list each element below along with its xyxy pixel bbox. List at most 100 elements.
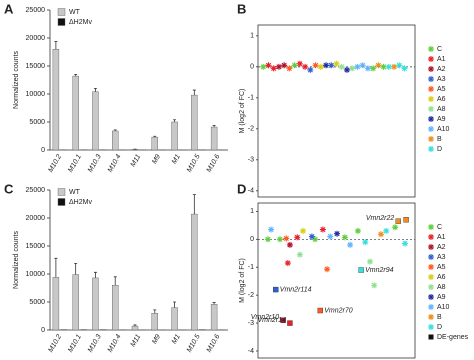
point — [343, 66, 350, 73]
point — [264, 236, 271, 243]
point — [291, 62, 298, 69]
point — [401, 65, 408, 72]
legend-swatch — [57, 8, 66, 16]
bar — [191, 213, 198, 331]
y-tick-label: 1 — [250, 33, 254, 40]
y-tick-label: 0 — [250, 64, 254, 71]
x-tick-label: M1 — [171, 153, 182, 165]
y-tick-label: 25000 — [26, 7, 46, 14]
legend-swatch — [428, 294, 434, 300]
point — [302, 63, 309, 70]
y-tick-label: -3 — [248, 157, 254, 164]
x-tick-label: M1 — [171, 333, 182, 345]
legend-label: C — [437, 46, 442, 53]
x-tick-label: M11 — [130, 333, 143, 348]
point — [281, 62, 288, 69]
y-tick-label: 0 — [41, 147, 45, 154]
x-tick-label: M9 — [151, 153, 162, 165]
point — [270, 65, 277, 72]
legend-swatch — [428, 244, 434, 250]
legend-label: A10 — [437, 126, 450, 133]
point — [362, 239, 369, 246]
error-bar — [192, 194, 196, 215]
legend-label: A3 — [437, 76, 446, 83]
point — [370, 65, 377, 72]
legend-label: A8 — [437, 284, 446, 291]
legend-label: B — [437, 314, 442, 321]
legend-swatch — [428, 224, 434, 230]
legend-swatch — [428, 56, 434, 62]
y-tick-label: 1 — [250, 208, 254, 215]
y-tick-label: 5000 — [29, 119, 45, 126]
x-tick-label: M10.2 — [47, 333, 63, 353]
point — [308, 233, 315, 240]
point — [300, 227, 307, 234]
bar — [72, 75, 79, 151]
point — [392, 224, 399, 231]
bar — [191, 94, 198, 151]
error-bar — [113, 276, 117, 286]
panel-letter: A — [4, 1, 14, 16]
y-tick-label: -2 — [248, 126, 254, 133]
y-tick-label: 10000 — [26, 271, 46, 278]
error-bar — [74, 262, 78, 275]
legend-label: A5 — [437, 264, 446, 271]
point — [333, 60, 340, 67]
x-tick-label: M10.6 — [206, 333, 222, 353]
legend-label: A6 — [437, 96, 446, 103]
point — [354, 227, 361, 234]
legend-label: A1 — [437, 234, 446, 241]
point — [286, 65, 293, 72]
legend-swatch — [428, 116, 434, 122]
legend-label: B — [437, 136, 442, 143]
x-tick-label: M10.4 — [107, 153, 123, 173]
de-gene-point — [317, 307, 323, 314]
point — [364, 65, 371, 72]
legend-label: ΔH2Mv — [69, 19, 92, 26]
gene-label: Vmn2r114 — [280, 286, 312, 293]
error-bar — [54, 257, 58, 278]
bar — [131, 325, 139, 331]
error-bar — [153, 309, 157, 314]
de-gene-point — [358, 267, 364, 273]
x-tick-label: M11 — [130, 153, 143, 168]
legend-label: D — [437, 324, 442, 331]
x-tick-label: M10.3 — [87, 333, 103, 353]
error-bar — [212, 302, 216, 305]
point — [312, 62, 319, 69]
point — [327, 233, 334, 240]
y-tick-label: 20000 — [26, 35, 46, 42]
point — [383, 227, 390, 234]
y-tick-label: -3 — [248, 320, 254, 327]
plot-frame — [257, 202, 416, 359]
legend-label: A2 — [437, 66, 446, 73]
de-gene-point — [403, 217, 409, 223]
legend-label: WT — [69, 9, 81, 16]
point — [294, 234, 301, 241]
point — [286, 241, 293, 248]
point — [317, 63, 324, 70]
legend-label: A5 — [437, 86, 446, 93]
gene-label: Vmn2r70 — [324, 307, 353, 314]
legend-swatch — [57, 188, 66, 196]
y-axis-label: Normalized counts — [13, 51, 20, 109]
x-tick-label: M10.5 — [186, 333, 202, 353]
gene-label: Vmn2r14 — [258, 317, 287, 324]
point — [341, 234, 348, 241]
legend-swatch — [428, 86, 434, 92]
point — [276, 236, 283, 243]
point — [296, 251, 303, 258]
de-gene-point — [395, 218, 401, 224]
y-tick-label: 20000 — [26, 215, 46, 222]
legend-swatch — [428, 304, 434, 310]
point — [275, 63, 282, 70]
legend-swatch — [428, 146, 434, 152]
point — [265, 62, 272, 69]
bar — [112, 130, 119, 151]
legend-swatch — [428, 284, 434, 290]
x-tick-label: M10.4 — [107, 333, 123, 353]
legend-label: A8 — [437, 106, 446, 113]
point — [283, 235, 290, 242]
legend-label: DE-genes — [437, 334, 469, 341]
legend-label: D — [437, 146, 442, 153]
